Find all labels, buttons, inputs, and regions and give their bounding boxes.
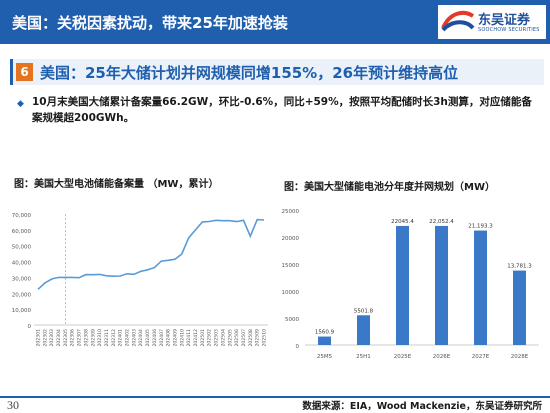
data-source: 数据来源：EIA，Wood Mackenzie，东吴证券研究所 — [302, 401, 542, 412]
bar-chart: 0 5000 10000 15000 20000 25000 1560.9 25M5 5501.… — [282, 209, 539, 360]
line-x-tick-3: 202304 — [56, 329, 62, 347]
page-number: 30 — [7, 398, 19, 412]
logo-name-cn: 东吴证券 — [478, 13, 531, 28]
line-x-tick-17: 202406 — [152, 329, 158, 347]
bar-y-tick-3: 15000 — [282, 263, 300, 269]
line-y-tick-4: 40,000 — [12, 261, 32, 267]
line-x-tick-32: 202509 — [255, 329, 261, 347]
bar-x-tick-2: 2025E — [394, 354, 412, 360]
bar-4 — [474, 230, 487, 345]
bar-value-label-2: 22045.4 — [391, 219, 414, 225]
line-x-tick-16: 202405 — [145, 329, 151, 347]
bar-value-label-4: 21,193.3 — [468, 224, 493, 230]
bar-x-tick-3: 2026E — [433, 354, 451, 360]
line-series-0 — [37, 218, 265, 290]
line-x-tick-0: 202301 — [36, 329, 42, 347]
bar-y-tick-5: 25000 — [282, 209, 300, 215]
line-x-tick-7: 202308 — [83, 329, 89, 347]
line-x-tick-20: 202409 — [172, 329, 178, 347]
bar-0 — [318, 336, 331, 345]
bar-3 — [435, 225, 448, 345]
line-x-tick-31: 202508 — [248, 329, 254, 347]
slide-title: 美国：关税因素扰动，带来25年加速抢装 — [12, 14, 288, 32]
line-y-tick-3: 30,000 — [12, 276, 32, 282]
bar-value-label-5: 13,781.3 — [507, 264, 532, 270]
line-y-tick-7: 70,000 — [12, 213, 32, 219]
diamond-bullet-icon: ◆ — [17, 99, 24, 109]
footer-divider — [0, 396, 550, 398]
line-x-tick-21: 202410 — [179, 329, 185, 347]
line-x-tick-10: 202311 — [104, 329, 110, 347]
bar-value-label-3: 22,052.4 — [429, 219, 454, 225]
line-x-tick-23: 202412 — [193, 329, 199, 347]
line-x-tick-18: 202407 — [159, 329, 165, 347]
line-x-tick-6: 202307 — [77, 329, 83, 347]
line-x-tick-13: 202402 — [125, 329, 131, 347]
line-x-tick-22: 202411 — [186, 329, 192, 347]
line-y-tick-6: 60,000 — [12, 229, 32, 235]
line-x-tick-24: 202501 — [200, 329, 206, 347]
bar-x-tick-0: 25M5 — [317, 354, 333, 360]
bar-y-tick-2: 10000 — [282, 290, 300, 296]
line-x-tick-15: 202404 — [138, 329, 144, 347]
line-y-tick-2: 20,000 — [12, 292, 32, 298]
bar-x-tick-1: 25H1 — [356, 354, 371, 360]
line-y-tick-1: 10,000 — [12, 308, 32, 314]
line-x-tick-11: 202312 — [111, 329, 117, 347]
line-x-tick-33: 202510 — [262, 329, 268, 347]
bar-chart-title: 图：美国大型储能电池分年度并网规划（MW） — [284, 182, 495, 193]
bar-x-tick-4: 2027E — [472, 354, 490, 360]
section-number-badge: 6 — [16, 63, 33, 81]
line-y-tick-0: 0 — [28, 324, 32, 330]
line-x-tick-12: 202401 — [118, 329, 124, 347]
section-title: 美国：25年大储计划并网规模同增155%，26年预计维持高位 — [40, 64, 459, 82]
bar-value-label-1: 5501.8 — [354, 308, 374, 314]
line-chart-title: 图：美国大型电池储能备案量 （MW，累计） — [14, 179, 219, 190]
bar-1 — [357, 315, 370, 345]
line-x-tick-2: 202303 — [49, 329, 55, 347]
bar-y-tick-4: 20000 — [282, 236, 300, 242]
line-y-tick-5: 50,000 — [12, 245, 32, 251]
company-logo: 东吴证券 SOOCHOW SECURITIES — [438, 5, 546, 39]
section-heading: 6 美国：25年大储计划并网规模同增155%，26年预计维持高位 — [10, 59, 544, 85]
line-x-tick-25: 202502 — [207, 329, 213, 347]
line-x-tick-27: 202504 — [220, 329, 226, 347]
line-x-tick-30: 202507 — [241, 329, 247, 347]
line-x-tick-29: 202506 — [234, 329, 240, 347]
bullet-text: 10月末美国大储累计备案量66.2GW，环比-0.6%，同比+59%，按照平均配… — [32, 96, 532, 124]
line-x-tick-28: 202505 — [227, 329, 233, 347]
logo-mark-icon — [441, 10, 475, 32]
bar-x-tick-5: 2028E — [511, 354, 529, 360]
line-x-tick-19: 202408 — [166, 329, 172, 347]
line-chart: 0 10,000 20,000 30,000 40,000 50,000 60,000 70,… — [12, 213, 268, 347]
bar-y-tick-1: 5000 — [285, 317, 299, 323]
line-x-tick-1: 202302 — [42, 329, 48, 347]
bar-5 — [513, 270, 526, 345]
line-x-tick-5: 202306 — [70, 329, 76, 347]
bar-y-tick-0: 0 — [296, 344, 300, 350]
line-x-tick-4: 202305 — [63, 329, 69, 347]
line-x-tick-8: 202309 — [90, 329, 96, 347]
line-x-tick-26: 202503 — [214, 329, 220, 347]
bar-2 — [396, 225, 409, 345]
bar-value-label-0: 1560.9 — [315, 330, 335, 336]
line-x-tick-14: 202403 — [131, 329, 137, 347]
line-x-tick-9: 202310 — [97, 329, 103, 347]
header-bar: 美国：关税因素扰动，带来25年加速抢装 东吴证券 SOOCHOW SECURIT… — [0, 0, 550, 44]
logo-name-en: SOOCHOW SECURITIES — [478, 27, 540, 33]
